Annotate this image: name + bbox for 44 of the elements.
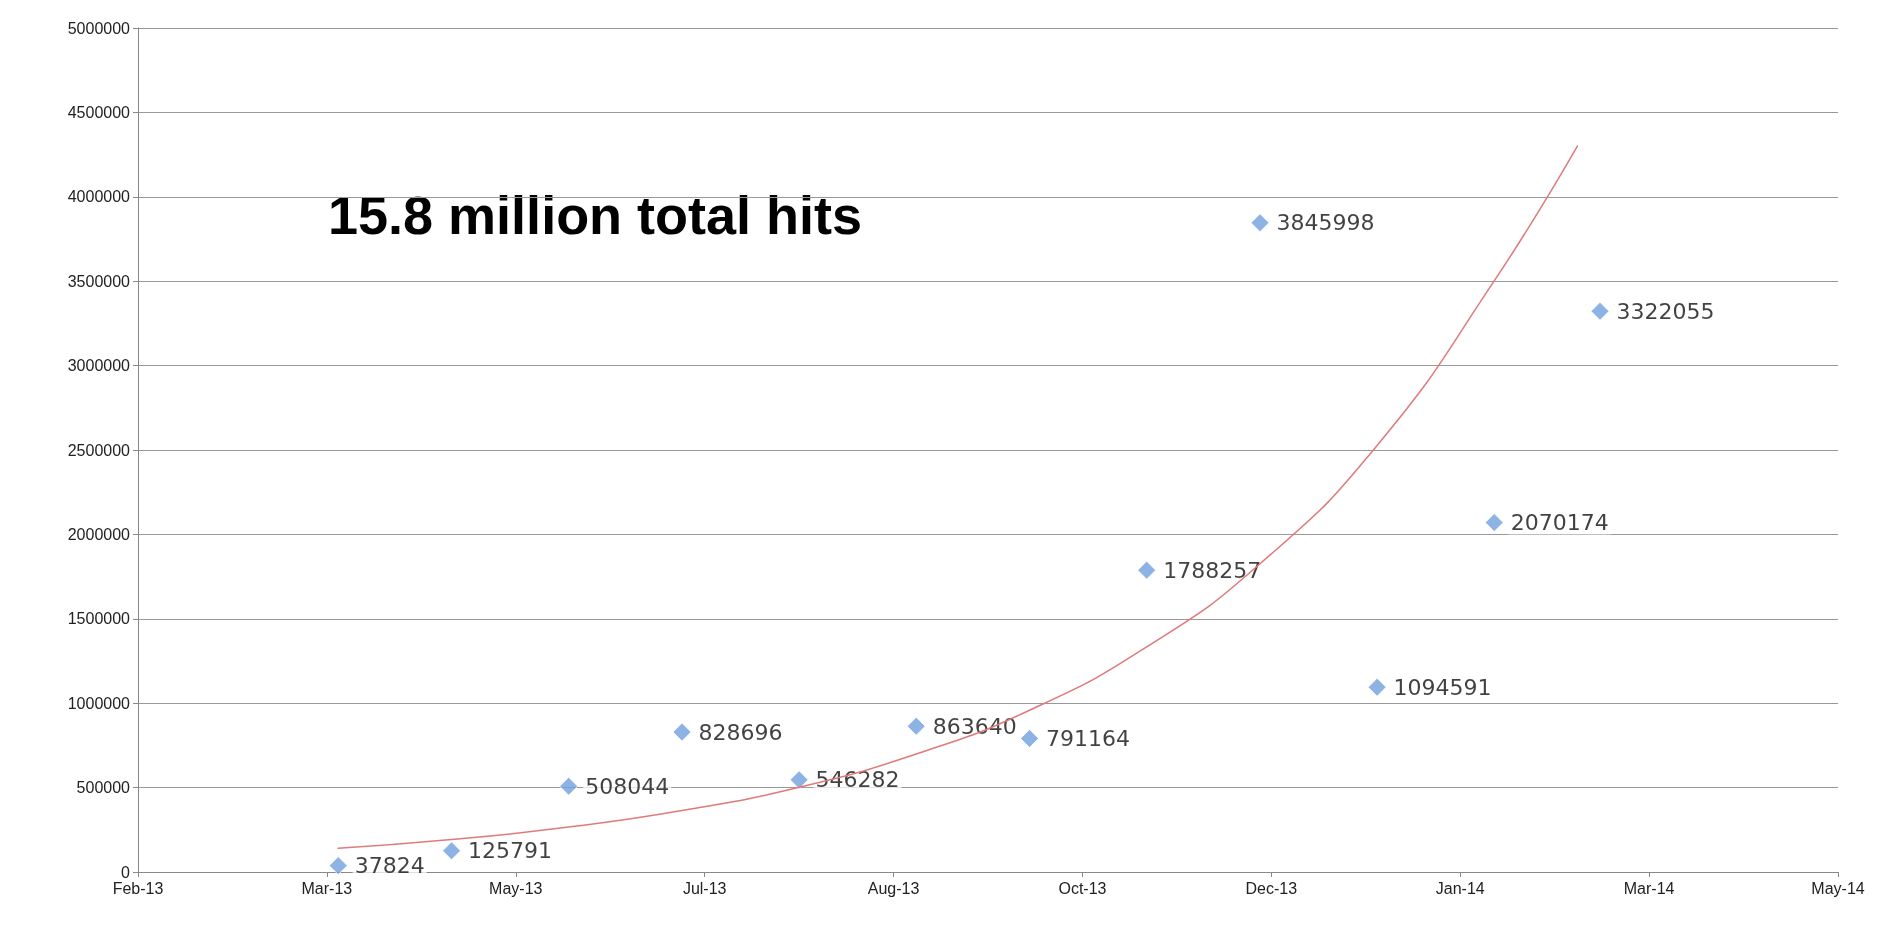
y-tick-label: 1500000	[67, 610, 131, 628]
y-tick-label: 3500000	[67, 272, 131, 290]
y-tick-label: 1000000	[67, 694, 131, 712]
data-label: 791164	[1046, 725, 1131, 751]
point	[1137, 560, 1157, 580]
x-tick-label: Mar-13	[301, 879, 353, 897]
y-tick-label: 4500000	[67, 103, 131, 121]
point	[672, 722, 692, 742]
point	[1367, 677, 1387, 697]
x-tick-label: May-13	[489, 879, 543, 897]
x-tick-label: Feb-13	[112, 879, 164, 897]
y-tick-label: 5000000	[67, 19, 131, 37]
point	[789, 770, 809, 790]
y-tick-label: 3000000	[67, 357, 131, 375]
x-tick-label: Oct-13	[1058, 879, 1107, 897]
point	[906, 716, 926, 736]
data-label: 1094591	[1393, 674, 1492, 700]
x-tick-label: May-14	[1811, 879, 1865, 897]
point	[559, 776, 579, 796]
data-label: 828696	[698, 719, 783, 745]
data-label: 37824	[354, 853, 425, 879]
point	[328, 856, 348, 876]
data-label: 125791	[468, 838, 553, 864]
x-tick-label: Dec-13	[1245, 879, 1298, 897]
point	[1250, 213, 1270, 233]
data-label: 2070174	[1510, 510, 1609, 536]
data-label: 546282	[815, 767, 900, 793]
x-tick-label: Jan-14	[1435, 879, 1485, 897]
point	[442, 841, 462, 861]
y-tick-label: 2500000	[67, 441, 131, 459]
point	[1484, 513, 1504, 533]
x-tick-label: Aug-13	[867, 879, 920, 897]
data-label: 3845998	[1276, 210, 1375, 236]
data-label: 3322055	[1616, 298, 1715, 324]
y-tick-label: 500000	[76, 779, 131, 797]
annotation: 15.8 million total hits	[328, 185, 863, 245]
x-tick-label: Jul-13	[682, 879, 727, 897]
y-tick-label: 0	[121, 863, 131, 881]
y-tick-label: 2000000	[67, 525, 131, 543]
x-tick-label: Mar-14	[1623, 879, 1675, 897]
point	[1590, 301, 1610, 321]
y-tick-label: 4000000	[67, 188, 131, 206]
point	[1020, 728, 1040, 748]
data-label: 508044	[585, 773, 670, 799]
